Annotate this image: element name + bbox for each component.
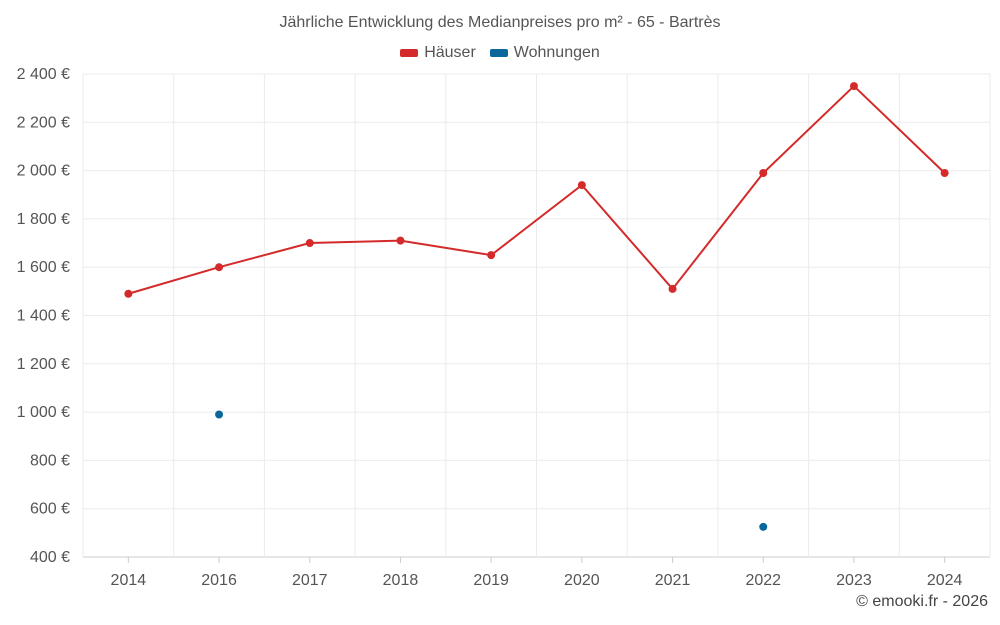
x-tick-label: 2017: [292, 572, 328, 589]
x-tick-label: 2016: [201, 572, 237, 589]
x-tick-label: 2023: [836, 572, 872, 589]
chart-title: Jährliche Entwicklung des Medianpreises …: [279, 14, 721, 31]
data-point-apartments: [215, 410, 224, 419]
y-tick-label: 400 €: [30, 549, 70, 566]
y-tick-label: 2 400 €: [17, 66, 70, 83]
copyright-credit: © emooki.fr - 2026: [856, 593, 988, 610]
data-point-houses: [215, 263, 224, 272]
data-point-houses: [487, 251, 496, 260]
y-tick-label: 1 200 €: [17, 356, 70, 373]
legend-item-apartments[interactable]: Wohnungen: [489, 44, 600, 62]
legend-swatch-apartments: [489, 49, 508, 57]
data-point-houses: [940, 169, 949, 178]
data-point-houses: [668, 284, 677, 293]
data-point-houses: [305, 239, 314, 248]
x-tick-label: 2022: [745, 572, 781, 589]
data-point-apartments: [759, 522, 768, 531]
y-tick-label: 800 €: [30, 452, 70, 469]
legend-label-apartments: Wohnungen: [513, 44, 600, 61]
data-point-houses: [124, 289, 133, 298]
data-point-houses: [759, 169, 768, 178]
legend-swatch-houses: [400, 49, 419, 57]
series-line-houses: [128, 84, 946, 295]
data-point-houses: [577, 181, 586, 190]
y-tick-label: 1 000 €: [17, 404, 70, 421]
y-tick-label: 1 400 €: [17, 308, 70, 325]
y-tick-label: 600 €: [30, 501, 70, 518]
x-tick-label: 2019: [473, 572, 509, 589]
y-tick-label: 2 200 €: [17, 114, 70, 131]
legend-item-houses[interactable]: Häuser: [400, 44, 476, 62]
y-tick-label: 1 800 €: [17, 211, 70, 228]
y-tick-label: 2 000 €: [17, 163, 70, 180]
legend-label-houses: Häuser: [424, 44, 476, 61]
x-tick-label: 2024: [927, 572, 963, 589]
x-tick-label: 2021: [655, 572, 691, 589]
data-point-houses: [396, 236, 405, 245]
x-tick-label: 2020: [564, 572, 600, 589]
x-tick-label: 2014: [111, 572, 147, 589]
y-tick-label: 1 600 €: [17, 259, 70, 276]
x-tick-label: 2018: [383, 572, 419, 589]
data-point-houses: [849, 82, 858, 91]
legend: Häuser Wohnungen: [0, 44, 1000, 62]
